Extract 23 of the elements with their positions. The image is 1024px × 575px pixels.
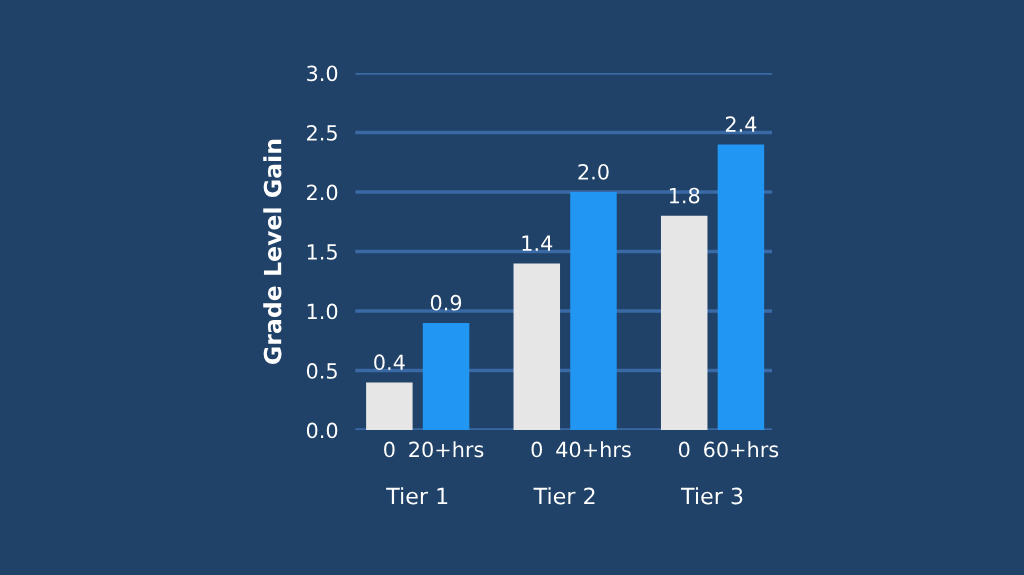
y-tick-label: 2.5 bbox=[307, 124, 337, 141]
data-label: 0.4 bbox=[374, 354, 405, 371]
text: Tier 1 bbox=[386, 487, 448, 505]
y-tick-label: 2.0 bbox=[307, 184, 338, 201]
x-tick-label: 40+hrs bbox=[556, 441, 631, 458]
x-tick-label: 0 bbox=[678, 441, 690, 458]
text: Tier 2 bbox=[533, 487, 595, 505]
x-tick-label: 60+hrs bbox=[704, 441, 779, 458]
x-tick-label: 0 bbox=[531, 441, 543, 458]
x-tick-label: 20+hrs bbox=[409, 441, 484, 458]
x-tick-label: 0 bbox=[384, 441, 395, 458]
data-label: 1.4 bbox=[522, 235, 553, 251]
data-label: 1.8 bbox=[669, 187, 700, 204]
y-tick-label: 1.5 bbox=[307, 244, 337, 260]
text: Tier 3 bbox=[680, 487, 743, 505]
y-tick-label: 3.0 bbox=[307, 65, 338, 82]
data-label: 0.9 bbox=[430, 294, 462, 311]
y-axis-title: Grade Level Gain bbox=[263, 139, 282, 364]
y-tick-label: 1.0 bbox=[307, 303, 338, 320]
y-tick-label: 0.5 bbox=[306, 363, 337, 379]
data-label: 2.0 bbox=[578, 163, 609, 180]
data-label: 2.4 bbox=[725, 116, 757, 132]
y-tick-label: 0.0 bbox=[306, 422, 338, 439]
